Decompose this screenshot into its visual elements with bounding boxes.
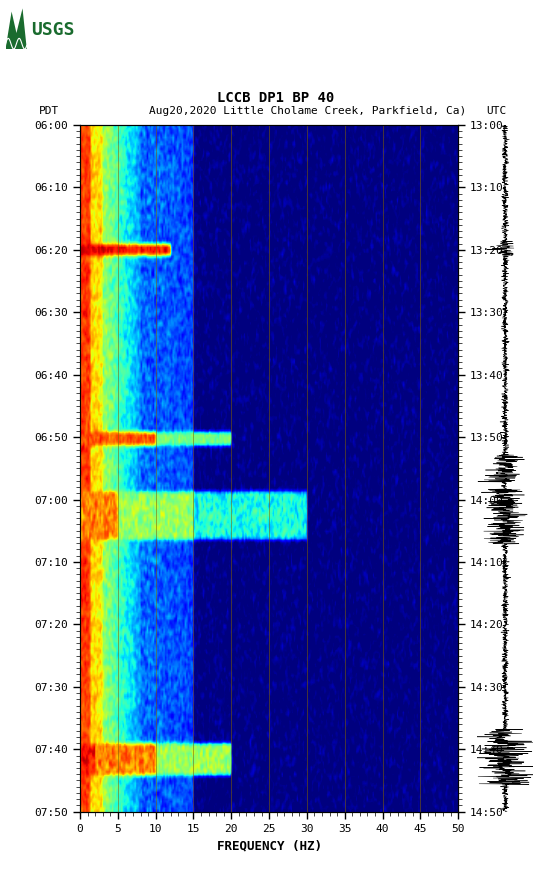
Text: PDT: PDT [39, 106, 59, 116]
Text: UTC: UTC [486, 106, 506, 116]
Text: LCCB DP1 BP 40: LCCB DP1 BP 40 [217, 91, 335, 104]
Polygon shape [6, 8, 26, 49]
X-axis label: FREQUENCY (HZ): FREQUENCY (HZ) [216, 839, 322, 852]
Text: USGS: USGS [31, 21, 75, 38]
Text: Aug20,2020 Little Cholame Creek, Parkfield, Ca): Aug20,2020 Little Cholame Creek, Parkfie… [149, 106, 466, 116]
